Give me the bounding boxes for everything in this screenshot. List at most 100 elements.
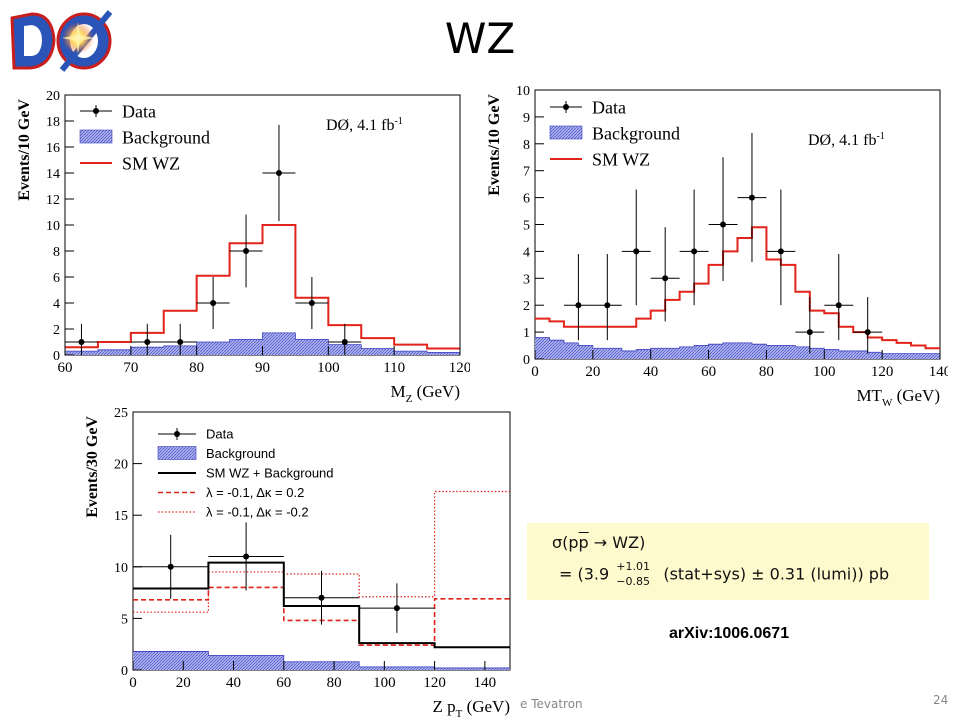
background-bin xyxy=(359,666,435,670)
y-tick-label: 7 xyxy=(523,165,530,180)
background-bin xyxy=(133,651,209,670)
y-axis-label: Events/30 GeV xyxy=(84,416,101,518)
y-tick-label: 14 xyxy=(46,167,60,182)
data-point xyxy=(824,254,854,341)
y-tick-label: 1 xyxy=(523,326,530,341)
x-tick-label: 60 xyxy=(701,364,716,380)
data-marker xyxy=(308,300,315,306)
y-tick-label: 8 xyxy=(53,245,60,260)
data-point xyxy=(133,534,209,599)
background-bin xyxy=(665,348,680,359)
background-bin xyxy=(694,345,709,359)
x-tick-label: 100 xyxy=(373,675,396,691)
y-tick-label: 12 xyxy=(46,193,60,208)
background-bin xyxy=(838,350,854,359)
y-tick-label: 5 xyxy=(523,219,530,234)
background-bin xyxy=(809,348,825,359)
x-tick-label: 60 xyxy=(276,675,291,691)
background-bin xyxy=(636,349,651,359)
legend: Data Background SM WZ xyxy=(549,97,680,169)
x-tick-label: 120 xyxy=(449,360,470,376)
data-point xyxy=(208,522,284,591)
luminosity-annotation: DØ, 4.1 fb-1 xyxy=(808,131,885,149)
arxiv-reference: arXiv:1006.0671 xyxy=(669,625,790,642)
x-axis-label: MZ (GeV) xyxy=(390,382,460,405)
y-axis-label: Events/10 GeV xyxy=(486,94,503,196)
x-tick-label: 80 xyxy=(189,360,204,376)
legend-background-swatch xyxy=(549,125,583,140)
x-tick-label: 0 xyxy=(531,364,539,380)
legend-background-swatch xyxy=(157,446,197,460)
data-point xyxy=(737,133,767,263)
background-outline xyxy=(535,337,940,355)
luminosity-annotation: DØ, 4.1 fb-1 xyxy=(326,116,403,134)
x-tick-label: 80 xyxy=(327,675,342,691)
x-tick-label: 140 xyxy=(474,675,497,691)
legend-label: Background xyxy=(592,123,680,143)
data-marker xyxy=(720,221,727,228)
y-tick-label: 6 xyxy=(523,192,530,207)
data-point xyxy=(592,254,622,341)
legend-label: λ = -0.1, Δκ = -0.2 xyxy=(206,505,309,520)
legend-label: Background xyxy=(206,446,275,461)
mtw-histogram: 0 20 40 60 80 100 120 140 0 1 2 3 4 5 6 7 8 9 10 MTW (GeV) E… xyxy=(486,85,948,409)
data-marker xyxy=(341,339,348,345)
data-marker xyxy=(835,302,842,309)
background-bin xyxy=(650,348,666,359)
zpt-histogram: 0 20 40 60 80 100 120 140 0 5 10 15 20 25 Z pT (GeV) Ev… xyxy=(84,406,511,718)
legend-label: Background xyxy=(122,127,210,147)
data-marker xyxy=(210,300,217,306)
background-bin xyxy=(708,344,724,359)
x-axis-label: Z pT (GeV) xyxy=(432,697,510,718)
background-bin xyxy=(853,350,868,359)
data-point xyxy=(262,124,296,222)
y-tick-label: 4 xyxy=(523,245,530,260)
y-tick-label: 20 xyxy=(114,458,128,473)
background-bin xyxy=(549,340,564,359)
data-point xyxy=(563,254,593,341)
mz-histogram: 60 70 80 90 100 110 120 0 2 4 6 8 10 12 14 16 18 20 MZ (Ge… xyxy=(16,89,470,405)
asymmetric-error: +1.01 −0.85 xyxy=(616,560,650,588)
y-tick-label: 3 xyxy=(523,272,530,287)
data-marker xyxy=(393,605,400,612)
footer-text: e Tevatron xyxy=(520,697,583,711)
data-marker xyxy=(243,553,250,560)
y-tick-label: 0 xyxy=(523,353,530,368)
data-marker xyxy=(318,594,325,601)
background-bin xyxy=(925,353,940,359)
data-point xyxy=(130,323,164,355)
y-tick-label: 10 xyxy=(114,561,128,576)
x-tick-label: 100 xyxy=(813,364,836,380)
x-axis-label: MTW (GeV) xyxy=(856,386,940,409)
y-tick-label: 4 xyxy=(53,297,60,312)
data-point xyxy=(853,297,883,354)
background-bin xyxy=(751,344,767,359)
data-point xyxy=(229,214,263,288)
data-point xyxy=(328,323,362,355)
data-marker xyxy=(243,248,250,254)
background-bin xyxy=(427,352,460,355)
y-tick-label: 10 xyxy=(516,85,530,99)
background-bin xyxy=(208,655,284,670)
cross-section-process: σ(pp → WZ) xyxy=(552,533,646,552)
data-marker xyxy=(78,339,85,345)
background-bin xyxy=(592,348,608,359)
data-point xyxy=(766,189,796,306)
legend-label: SM WZ xyxy=(592,149,650,169)
legend-label: SM WZ + Background xyxy=(206,466,334,481)
legend: Data Background SM WZ + Background λ = -0.1… xyxy=(157,427,334,520)
background-bin xyxy=(394,351,428,355)
data-marker xyxy=(691,248,698,255)
sm-curve xyxy=(65,224,460,350)
y-tick-label: 16 xyxy=(46,141,60,156)
data-point xyxy=(295,277,329,329)
y-axis-label: Events/10 GeV xyxy=(16,99,33,201)
y-tick-label: 8 xyxy=(523,138,530,153)
data-point xyxy=(359,583,435,633)
data-point xyxy=(621,189,651,306)
data-marker xyxy=(864,329,871,336)
legend-label: Data xyxy=(122,101,156,121)
legend: Data Background SM WZ xyxy=(79,101,210,173)
data-point xyxy=(795,297,825,354)
data-point xyxy=(283,570,360,625)
